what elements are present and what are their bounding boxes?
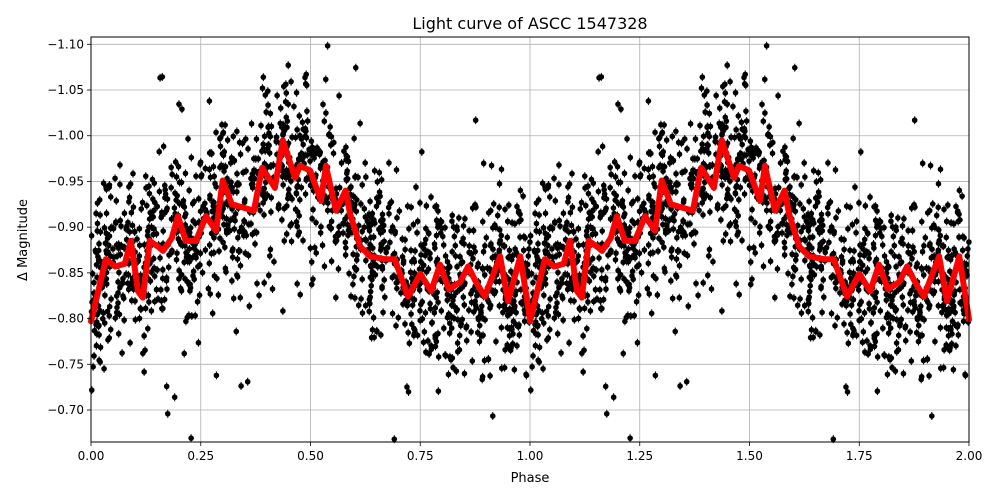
y-axis-label: Δ Magnitude	[16, 199, 31, 281]
x-tick-label: 0.00	[78, 449, 105, 463]
x-axis-ticks: 0.00 0.25 0.50 0.75 1.00 1.25 1.50 1.75 2.00	[78, 442, 983, 463]
y-tick-label: −0.70	[47, 403, 84, 417]
x-axis-label: Phase	[511, 471, 550, 486]
x-tick-label: 1.50	[736, 449, 763, 463]
x-tick-label: 1.75	[846, 449, 873, 463]
x-tick-label: 0.75	[407, 449, 434, 463]
y-tick-label: −0.95	[47, 174, 84, 188]
y-tick-label: −1.10	[47, 37, 84, 51]
y-tick-label: −1.00	[47, 129, 84, 143]
y-tick-label: −0.75	[47, 357, 84, 371]
chart-title: Light curve of ASCC 1547328	[412, 14, 647, 33]
model-curve	[88, 137, 972, 325]
x-tick-label: 2.00	[956, 449, 983, 463]
y-tick-label: −1.05	[47, 83, 84, 97]
model-line	[88, 137, 972, 325]
y-tick-label: −0.90	[47, 220, 84, 234]
y-tick-label: −0.80	[47, 312, 84, 326]
x-tick-label: 1.00	[517, 449, 544, 463]
y-axis-ticks: −1.10 −1.05 −1.00 −0.95 −0.90 −0.85 −0.80 −0.75…	[47, 37, 91, 417]
y-tick-label: −0.85	[47, 266, 84, 280]
x-tick-label: 0.25	[187, 449, 214, 463]
x-tick-label: 0.50	[297, 449, 324, 463]
x-tick-label: 1.25	[626, 449, 653, 463]
